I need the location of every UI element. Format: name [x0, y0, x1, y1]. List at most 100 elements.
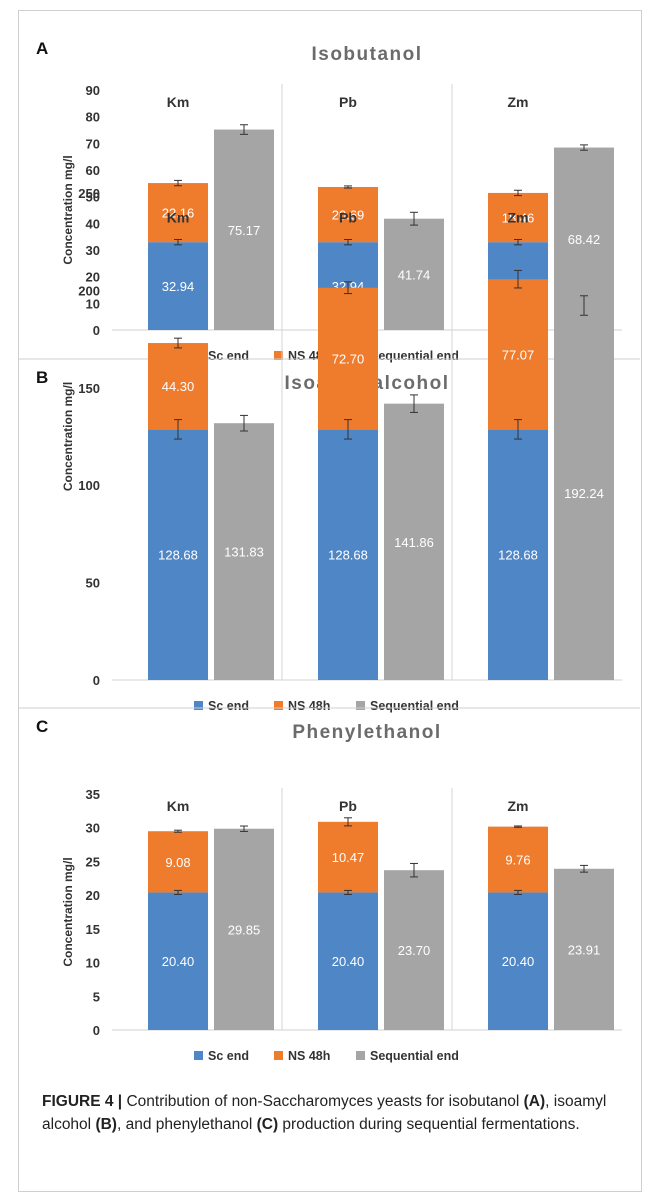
legend-swatch-ns-48h — [274, 351, 283, 360]
error-bar-sc-end — [174, 889, 182, 895]
error-bar-ns-48h — [344, 185, 352, 189]
data-label-sequential-end: 141.86 — [394, 535, 434, 550]
y-tick-label: 100 — [78, 478, 100, 493]
group-label: Km — [167, 209, 190, 225]
legend-label-sequential: Sequential end — [370, 1049, 459, 1063]
bar-ns-48h — [318, 821, 378, 893]
error-bar-sequential-end — [410, 394, 418, 413]
data-label-ns-48h: 72.70 — [332, 352, 365, 367]
bar-sequential-end — [554, 868, 614, 1030]
y-tick-label: 20 — [86, 270, 100, 285]
error-bar-sc-end — [344, 419, 352, 440]
data-label-sequential-end: 29.85 — [228, 922, 261, 937]
y-tick-label: 10 — [86, 296, 100, 311]
error-bar-sequential-end — [240, 124, 248, 135]
legend-swatch-sequential — [356, 1051, 365, 1060]
data-label-ns-48h: 77.07 — [502, 347, 535, 362]
error-bar-sc-end — [344, 238, 352, 246]
error-bar-sequential-end — [410, 211, 418, 226]
bar-sequential-end — [214, 129, 274, 330]
y-tick-label: 0 — [93, 323, 100, 338]
data-label-ns-48h: 9.08 — [165, 855, 190, 870]
data-label-sequential-end: 75.17 — [228, 223, 261, 238]
error-bar-sc-end — [514, 238, 522, 246]
error-bar-sc-end — [344, 889, 352, 895]
bar-ns-48h — [148, 831, 208, 893]
group-label: Zm — [508, 94, 529, 110]
data-label-sequential-end: 23.70 — [398, 943, 431, 958]
bar-sequential-end — [554, 305, 614, 680]
error-bar-sequential-end — [410, 862, 418, 878]
error-bar-ns-48h — [514, 189, 522, 197]
y-tick-label: 0 — [93, 673, 100, 688]
y-tick-label: 70 — [86, 136, 100, 151]
legend-label-ns-48h: NS 48h — [288, 699, 330, 713]
bar-sequential-end — [214, 423, 274, 680]
data-label-sequential-end: 41.74 — [398, 267, 431, 282]
group-label: Pb — [339, 798, 357, 814]
legend-swatch-sc-end — [194, 701, 203, 710]
panel-label: B — [36, 368, 48, 387]
caption-text-1: Contribution of non-Saccharomyces yeasts… — [122, 1093, 524, 1110]
y-tick-label: 250 — [78, 186, 100, 201]
y-tick-label: 30 — [86, 243, 100, 258]
error-bar-sc-end — [174, 238, 182, 246]
data-label-sc-end: 128.68 — [498, 548, 538, 563]
y-axis-label: Concentration mg/l — [61, 857, 75, 966]
data-label-sc-end: 20.40 — [332, 954, 365, 969]
y-tick-label: 80 — [86, 110, 100, 125]
caption-text-3: , and phenylethanol — [116, 1116, 257, 1133]
bar-ns-48h — [318, 186, 378, 243]
caption-figure-label: FIGURE 4 | — [42, 1093, 123, 1110]
y-tick-label: 40 — [86, 216, 100, 231]
data-label-sc-end: 128.68 — [158, 548, 198, 563]
error-bar-ns-48h — [174, 337, 182, 349]
y-tick-label: 30 — [86, 821, 100, 836]
legend-swatch-ns-48h — [274, 1051, 283, 1060]
bar-sc-end — [488, 429, 548, 680]
legend-label-sequential: Sequential end — [370, 699, 459, 713]
bar-sc-end — [148, 429, 208, 680]
y-tick-label: 5 — [93, 989, 100, 1004]
bar-sequential-end — [384, 870, 444, 1030]
chart-title: Phenylethanol — [292, 722, 441, 743]
error-bar-sc-end — [174, 419, 182, 440]
caption-text-2: , isoamyl alcohol — [42, 1093, 607, 1133]
figure-caption: FIGURE 4 | Contribution of non-Saccharom… — [42, 1090, 622, 1136]
bar-sequential-end — [384, 403, 444, 680]
y-tick-label: 150 — [78, 381, 100, 396]
y-tick-label: 60 — [86, 163, 100, 178]
y-tick-label: 0 — [93, 1023, 100, 1038]
chart-legend: Sc end NS 48h Sequential end — [194, 699, 459, 713]
y-tick-label: 200 — [78, 283, 100, 298]
bar-sc-end — [318, 892, 378, 1030]
bar-ns-48h — [148, 343, 208, 430]
chart-legend: Sc end NS 48h Sequential end — [194, 1049, 459, 1063]
legend-swatch-sequential — [356, 701, 365, 710]
data-label-sc-end: 128.68 — [328, 548, 368, 563]
data-label-sequential-end: 131.83 — [224, 545, 264, 560]
bar-sc-end — [318, 429, 378, 680]
data-label-ns-48h: 10.47 — [332, 850, 365, 865]
legend-swatch-sc-end — [194, 1051, 203, 1060]
bar-ns-48h — [318, 287, 378, 430]
group-label: Pb — [339, 94, 357, 110]
error-bar-ns-48h — [344, 817, 352, 827]
y-tick-label: 50 — [86, 190, 100, 205]
y-tick-label: 35 — [86, 787, 100, 802]
legend-label-sc-end: Sc end — [208, 699, 249, 713]
bar-sc-end — [148, 892, 208, 1030]
y-tick-label: 10 — [86, 956, 100, 971]
bar-sequential-end — [214, 828, 274, 1030]
data-label-sc-end: 20.40 — [502, 954, 535, 969]
error-bar-ns-48h — [514, 825, 522, 828]
bar-ns-48h — [488, 826, 548, 893]
y-tick-label: 50 — [86, 576, 100, 591]
caption-ref-a: (A) — [523, 1093, 546, 1110]
bar-sequential-end — [384, 218, 444, 330]
error-bar-sequential-end — [580, 864, 588, 873]
panel-label: A — [36, 39, 48, 58]
bar-sc-end — [488, 892, 548, 1030]
